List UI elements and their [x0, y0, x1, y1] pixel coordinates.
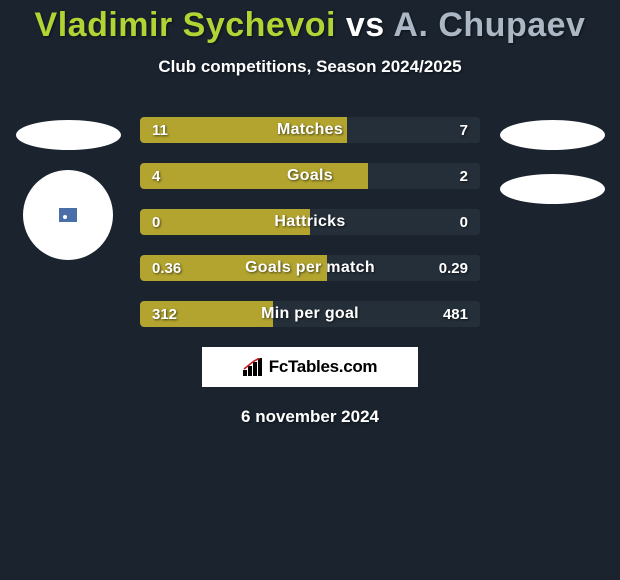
stat-bar: 42Goals — [140, 163, 480, 189]
comparison-title: Vladimir Sychevoi vs A. Chupaev — [0, 0, 620, 45]
stat-bar: 312481Min per goal — [140, 301, 480, 327]
generated-date: 6 november 2024 — [0, 407, 620, 427]
stat-value-right: 0 — [460, 209, 468, 235]
stat-bar-right-fill — [310, 209, 480, 235]
player2-name: A. Chupaev — [393, 6, 585, 44]
club-badge-placeholder — [23, 170, 113, 260]
stat-value-left: 4 — [152, 163, 160, 189]
avatar-placeholder-icon — [16, 120, 121, 150]
stat-value-right: 7 — [460, 117, 468, 143]
stat-value-right: 0.29 — [439, 255, 468, 281]
player1-avatar-stack — [8, 120, 128, 260]
branding-chart-icon — [243, 358, 265, 376]
vs-label: vs — [346, 6, 385, 44]
branding-badge: FcTables.com — [202, 347, 418, 387]
flag-icon — [59, 208, 77, 222]
stat-bar: 0.360.29Goals per match — [140, 255, 480, 281]
subtitle: Club competitions, Season 2024/2025 — [0, 57, 620, 77]
player2-avatar-stack — [492, 120, 612, 204]
stat-bar: 00Hattricks — [140, 209, 480, 235]
stat-value-left: 11 — [152, 117, 168, 143]
branding-text: FcTables.com — [269, 357, 378, 377]
stat-value-left: 0 — [152, 209, 160, 235]
avatar-placeholder-icon — [500, 120, 605, 150]
stat-bar-left-fill — [140, 117, 347, 143]
avatar-placeholder-icon — [500, 174, 605, 204]
stat-value-right: 2 — [460, 163, 468, 189]
stat-bar-left-fill — [140, 163, 368, 189]
stat-value-left: 0.36 — [152, 255, 181, 281]
stat-value-left: 312 — [152, 301, 177, 327]
player1-name: Vladimir Sychevoi — [35, 6, 336, 44]
stat-bars-container: 117Matches42Goals00Hattricks0.360.29Goal… — [140, 117, 480, 327]
stat-bar: 117Matches — [140, 117, 480, 143]
stat-value-right: 481 — [443, 301, 468, 327]
stat-bar-left-fill — [140, 209, 310, 235]
